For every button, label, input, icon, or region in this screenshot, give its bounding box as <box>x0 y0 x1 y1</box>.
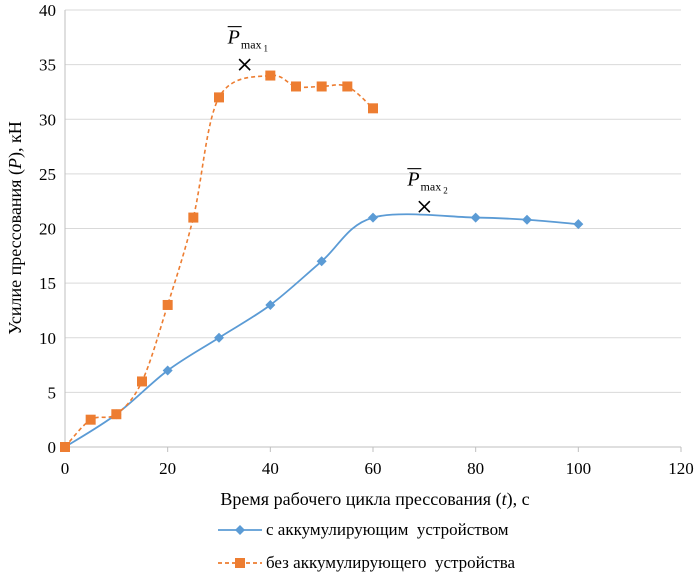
series-2 <box>60 70 378 452</box>
data-point <box>214 332 224 343</box>
y-axis-title-part: ), кН <box>5 121 26 158</box>
x-tick-label: 80 <box>467 459 484 478</box>
x-tick-labels: 0 20 40 60 80 100 120 <box>61 459 694 478</box>
annotation-label: Pmax 2 <box>406 169 447 196</box>
legend-item-1: с аккумулирующим устройством <box>218 520 509 539</box>
y-tick-label: 40 <box>39 1 56 20</box>
grid-lines <box>65 9 681 393</box>
y-tick-label: 35 <box>39 56 56 75</box>
data-point <box>214 92 224 103</box>
y-tick-label: 10 <box>39 329 56 348</box>
x-axis-title: Время рабочего цикла прессования (t), с <box>220 489 529 510</box>
annotation-sub: max <box>421 180 442 194</box>
data-point <box>162 299 173 310</box>
data-point <box>316 256 327 267</box>
data-point <box>368 212 378 223</box>
legend-item-2: без аккумулирующего устройства <box>218 553 516 572</box>
x-tick-label: 100 <box>566 459 592 478</box>
legend-marker <box>235 525 245 535</box>
x-tick-label: 40 <box>262 459 279 478</box>
annotation-label: Pmax 1 <box>227 27 268 54</box>
series-layer <box>60 70 584 452</box>
data-point <box>265 299 276 310</box>
legend-label: с аккумулирующим устройством <box>266 520 509 539</box>
legend-marker <box>235 558 245 568</box>
series-line <box>64 74 374 448</box>
y-axis-title-var: P <box>5 158 25 170</box>
x-axis-title-part: ), с <box>507 489 530 510</box>
y-tick-label: 25 <box>39 165 56 184</box>
data-point <box>111 409 122 420</box>
annotation-subsub: 1 <box>264 44 269 54</box>
series-1 <box>60 212 584 452</box>
y-axis-title-part: Усилие прессования ( <box>5 169 26 335</box>
x-tick-label: 20 <box>159 459 176 478</box>
x-axis-title-part: Время рабочего цикла прессования ( <box>220 489 501 510</box>
annotation-marker <box>238 58 251 71</box>
y-tick-label: 20 <box>39 220 56 239</box>
y-tick-label: 0 <box>48 438 57 457</box>
annotation-marker <box>418 200 431 213</box>
x-axis-title-var: t <box>502 489 508 509</box>
x-tick-label: 120 <box>668 459 694 478</box>
y-tick-label: 30 <box>39 110 56 129</box>
legend: с аккумулирующим устройством без аккумули… <box>218 520 516 572</box>
annotation-subsub: 2 <box>443 186 448 196</box>
data-point <box>60 442 70 452</box>
y-tick-label: 5 <box>48 383 57 402</box>
annotation-base: P <box>227 27 240 49</box>
data-point <box>188 212 199 223</box>
data-point <box>162 365 173 376</box>
series-line <box>64 213 579 448</box>
legend-label: без аккумулирующего устройства <box>266 553 516 572</box>
axes <box>64 10 682 452</box>
data-point <box>265 70 276 81</box>
x-tick-label: 0 <box>61 459 70 478</box>
data-point <box>522 214 532 225</box>
data-point <box>137 376 147 387</box>
data-point <box>573 219 584 230</box>
data-point <box>316 81 327 92</box>
data-point <box>342 81 353 92</box>
y-tick-label: 15 <box>39 274 56 293</box>
x-tick-label: 60 <box>365 459 382 478</box>
annotation-base: P <box>406 169 419 191</box>
data-point <box>470 212 481 223</box>
data-point <box>368 103 378 114</box>
annotation-sub: max <box>241 38 262 52</box>
y-tick-labels: 0 5 10 15 20 25 30 35 40 <box>39 1 56 457</box>
data-point <box>291 81 301 92</box>
data-point <box>85 414 96 425</box>
y-axis-title: Усилие прессования (P), кН <box>5 121 26 334</box>
